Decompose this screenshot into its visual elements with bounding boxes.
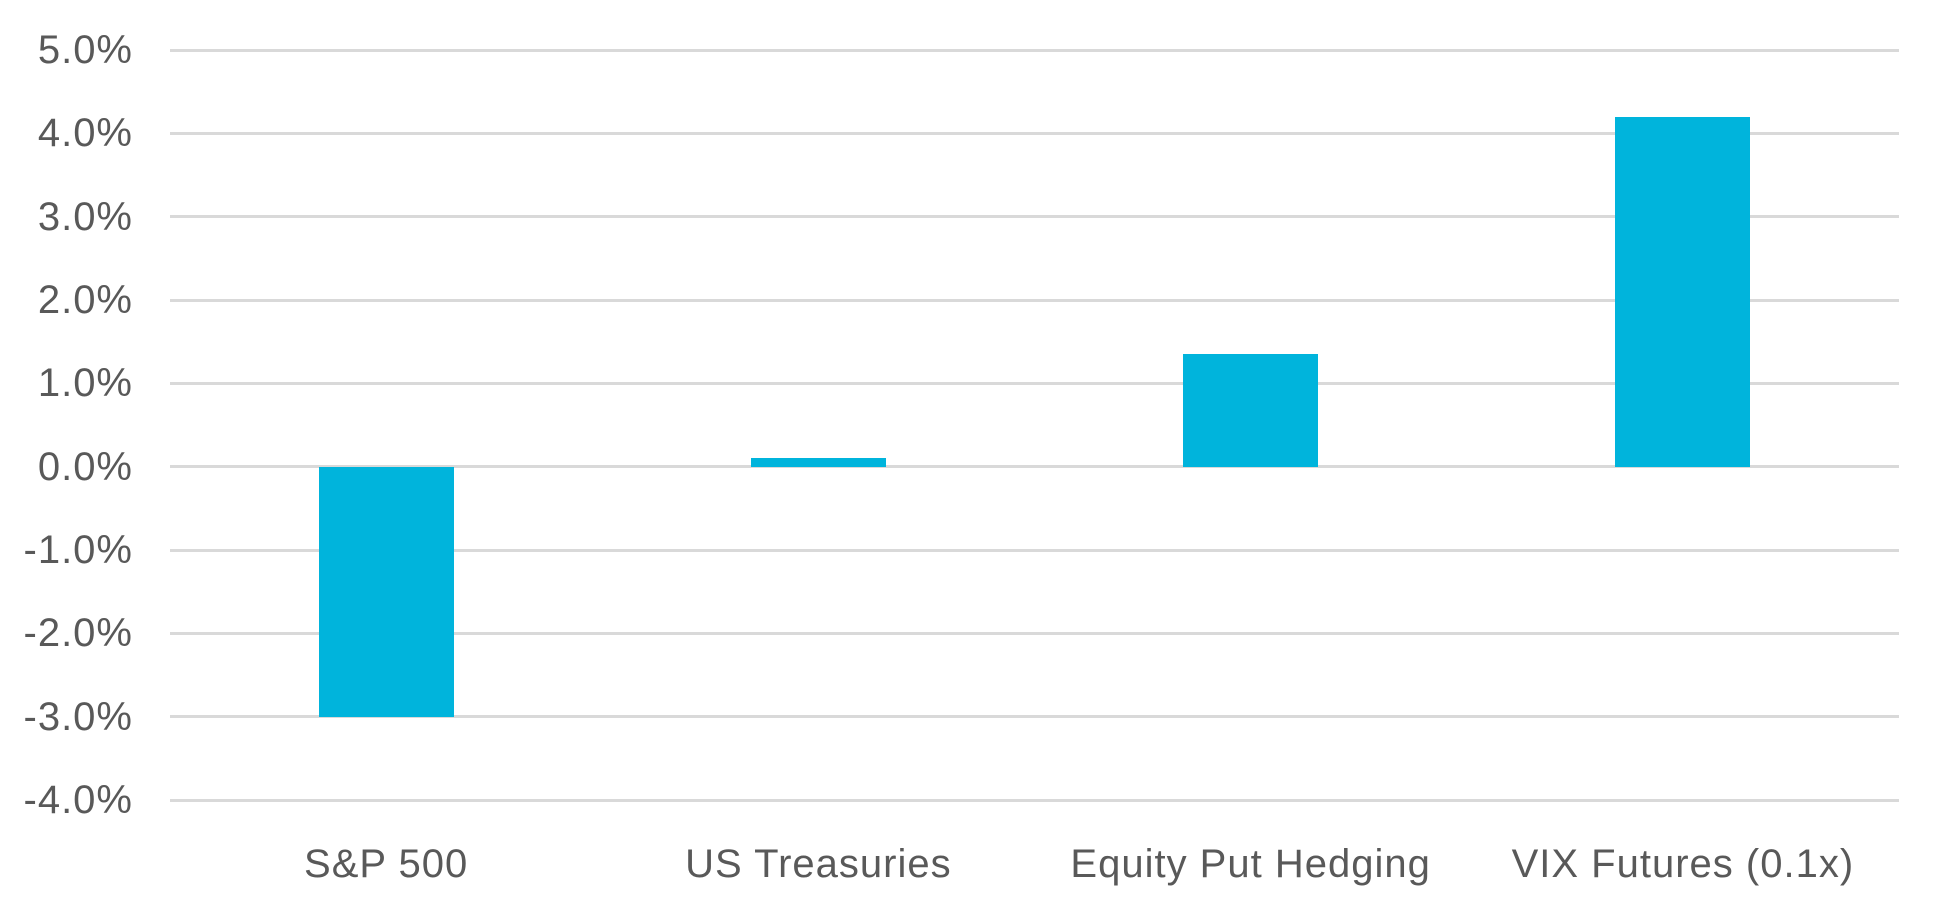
bar-s-p-500 bbox=[318, 466, 454, 717]
gridline bbox=[170, 381, 1899, 385]
y-tick-label: 3.0% bbox=[37, 194, 133, 239]
x-category-label: Equity Put Hedging bbox=[1070, 842, 1431, 886]
gridline bbox=[170, 48, 1899, 52]
y-tick-label: -1.0% bbox=[23, 528, 133, 572]
x-category-label: VIX Futures (0.1x) bbox=[1511, 842, 1855, 886]
y-tick-label: 2.0% bbox=[37, 278, 133, 322]
gridline bbox=[170, 215, 1899, 219]
x-category-label: US Treasuries bbox=[685, 842, 952, 886]
y-tick-label: -3.0% bbox=[23, 694, 133, 739]
gridline bbox=[170, 548, 1899, 552]
y-tick-label: -2.0% bbox=[23, 611, 133, 656]
bar-us-treasuries bbox=[750, 458, 886, 467]
gridline bbox=[170, 715, 1899, 719]
y-tick-label: 5.0% bbox=[37, 28, 133, 72]
y-tick-label: -4.0% bbox=[23, 778, 133, 822]
y-tick-label: 4.0% bbox=[37, 111, 133, 156]
y-tick-label: 0.0% bbox=[37, 444, 133, 489]
bar-vix-futures-0-1x bbox=[1615, 116, 1751, 467]
gridline bbox=[170, 798, 1899, 802]
gridline bbox=[170, 631, 1899, 635]
bar-equity-put-hedging bbox=[1183, 354, 1319, 467]
x-category-label: S&P 500 bbox=[304, 842, 469, 886]
gridline bbox=[170, 131, 1899, 135]
gridline bbox=[170, 465, 1899, 469]
gridline bbox=[170, 298, 1899, 302]
y-tick-label: 1.0% bbox=[37, 361, 133, 406]
